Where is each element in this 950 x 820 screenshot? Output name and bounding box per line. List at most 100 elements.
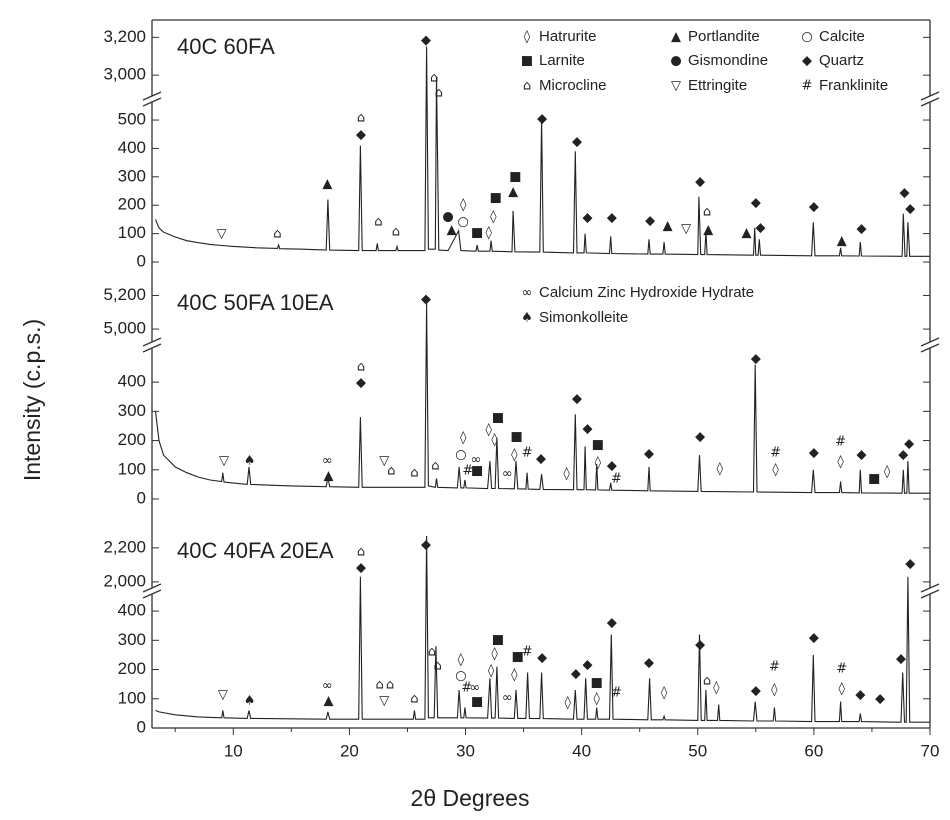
phase-marker: ◊	[511, 668, 518, 683]
y-tick-label: 300	[118, 630, 146, 649]
phase-marker: ▲	[663, 218, 673, 233]
phase-marker: ◆	[582, 658, 592, 673]
y-tick-label: 100	[118, 223, 146, 242]
phase-marker: ∞	[469, 680, 480, 695]
phase-marker: ▲	[324, 468, 334, 483]
phase-marker: ◆	[582, 422, 592, 437]
phase-marker: ■	[492, 411, 504, 426]
y-tick-label: 5,200	[103, 285, 146, 304]
phase-marker: ⌂	[387, 463, 395, 478]
phase-marker: ◆	[607, 616, 617, 631]
phase-marker: ▽	[379, 454, 389, 469]
x-tick-label: 50	[688, 741, 707, 760]
legend-symbol: ◊	[524, 30, 531, 45]
phase-marker: ▽	[219, 454, 229, 469]
phase-marker: ●	[442, 210, 453, 225]
phase-marker: ◆	[356, 128, 366, 143]
phase-marker: ▽	[218, 687, 228, 702]
phase-marker: ◊	[491, 432, 498, 447]
panel-title: 40C 60FA	[177, 34, 275, 59]
phase-marker: ▽	[681, 222, 691, 237]
phase-marker: #	[522, 645, 533, 660]
phase-marker: ○	[455, 668, 466, 683]
phase-marker: ◆	[899, 186, 909, 201]
y-axis-label: Intensity (c.p.s.)	[19, 319, 45, 481]
legend-label: Simonkolleite	[539, 309, 628, 326]
phase-marker: ◆	[751, 684, 761, 699]
phase-marker: ⌂	[386, 678, 394, 693]
phase-marker: ◆	[695, 637, 705, 652]
phase-marker: ⌂	[374, 214, 382, 229]
phase-marker: ◊	[837, 455, 844, 470]
phase-marker: ◆	[356, 560, 366, 575]
phase-marker: ◊	[839, 682, 846, 697]
phase-marker: ◊	[564, 696, 571, 711]
phase-marker: ◆	[582, 210, 592, 225]
phase-marker: ◆	[644, 447, 654, 462]
axis-break-gap	[927, 96, 933, 102]
axis-break-mark	[142, 589, 162, 599]
legend-symbol: ■	[521, 54, 533, 69]
phase-marker: ∞	[502, 690, 513, 705]
legend-label: Portlandite	[688, 28, 760, 45]
axis-break-gap	[927, 342, 933, 348]
phase-marker: ∞	[322, 454, 333, 469]
phase-marker: ◆	[645, 214, 655, 229]
phase-marker: #	[836, 661, 847, 676]
phase-marker: ∞	[471, 453, 482, 468]
legend-label: Hatrurite	[539, 28, 597, 45]
y-tick-label: 2,000	[103, 571, 146, 590]
legend-symbol: ●	[670, 54, 681, 69]
legend-label: Larnite	[539, 52, 585, 69]
y-tick-label: 400	[118, 372, 146, 391]
y-tick-label: 400	[118, 601, 146, 620]
phase-marker: ◆	[421, 33, 431, 48]
y-tick-label: 3,200	[103, 27, 146, 46]
x-tick-label: 60	[804, 741, 823, 760]
phase-marker: ◊	[488, 664, 495, 679]
phase-marker: #	[769, 659, 780, 674]
phase-marker: ▲	[703, 222, 713, 237]
phase-marker: ◆	[537, 651, 547, 666]
phase-marker: ⌂	[703, 673, 711, 688]
phase-marker: ■	[592, 437, 604, 452]
phase-marker: ⌂	[392, 224, 400, 239]
legend-symbol: ◆	[802, 54, 812, 69]
phase-marker: ■	[591, 675, 603, 690]
phase-marker: ▲	[837, 233, 847, 248]
y-tick-label: 500	[118, 110, 146, 129]
phase-marker: ◆	[855, 687, 865, 702]
phase-marker: ■	[492, 633, 504, 648]
xrd-pattern	[154, 46, 930, 257]
phase-marker: ⌂	[430, 71, 438, 86]
phase-marker: ▲	[508, 185, 518, 200]
y-tick-label: 0	[137, 717, 146, 736]
phase-marker: ▲	[324, 694, 334, 709]
phase-marker: ◆	[607, 458, 617, 473]
y-tick-label: 200	[118, 659, 146, 678]
legend-label: Franklinite	[819, 77, 888, 94]
axis-break-mark	[142, 343, 162, 353]
phase-marker: ◆	[537, 111, 547, 126]
x-tick-label: 20	[340, 741, 359, 760]
y-tick-label: 200	[118, 195, 146, 214]
axis-break-gap	[149, 96, 155, 102]
phase-marker: ⌂	[703, 205, 711, 220]
phase-marker: ◊	[884, 465, 891, 480]
legend-label: Quartz	[819, 52, 864, 69]
legend-label: Gismondine	[688, 52, 768, 69]
phase-marker: ◆	[572, 134, 582, 149]
axis-break-gap	[927, 588, 933, 594]
phase-marker: ◆	[755, 220, 765, 235]
phase-marker: ◆	[571, 666, 581, 681]
phase-marker: ♠	[244, 694, 256, 709]
phase-marker: #	[611, 685, 622, 700]
phase-marker: ◆	[896, 652, 906, 667]
phase-marker: ▲	[447, 222, 457, 237]
axis-break-mark	[920, 91, 940, 101]
phase-marker: ◊	[771, 683, 778, 698]
axis-break-mark	[142, 97, 162, 107]
phase-marker: ◊	[563, 467, 570, 482]
x-tick-label: 70	[921, 741, 940, 760]
phase-marker: ◆	[607, 210, 617, 225]
